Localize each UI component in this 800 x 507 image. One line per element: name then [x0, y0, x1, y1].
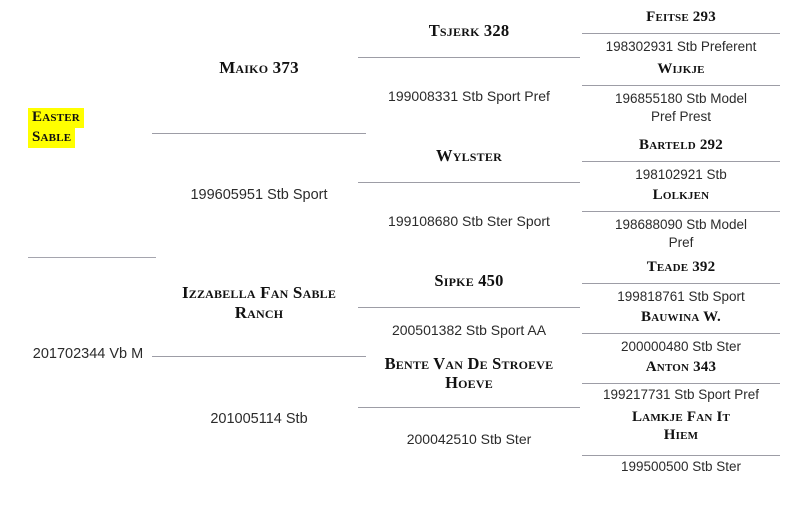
- rule-gen3-8: [582, 455, 780, 456]
- rule-gen3-5: [582, 283, 780, 284]
- gen1-sire-registration: 199605951 Stb Sport: [152, 186, 366, 204]
- gen2-dam-dam-name: Bente van de Stroeve Hoeve: [358, 354, 580, 393]
- gen1-sire-name: Maiko 373: [152, 58, 366, 78]
- node-registration: 201702344 Vb M: [32, 346, 144, 362]
- gen3-sd-dam-name: Lolkjen: [582, 186, 780, 204]
- node-registration: 200042510 Stb Ster: [406, 431, 532, 447]
- node-registration: 198102921 Stb: [635, 167, 727, 182]
- node-registration: 199217731 Stb Sport Pref: [602, 387, 760, 402]
- node-registration: 199108680 Stb Ster Sport: [388, 213, 550, 229]
- node-registration-line1: 198688090 Stb Model: [614, 217, 748, 232]
- gen2-dam-dam-registration: 200042510 Stb Ster: [358, 431, 580, 449]
- gen2-dam-sire-name: Sipke 450: [358, 271, 580, 291]
- gen3-sd-sire-registration: 198102921 Stb: [582, 166, 780, 184]
- node-name: Maiko 373: [219, 58, 299, 77]
- subject-name-highlight-line2: Sable: [28, 127, 76, 148]
- node-name: Sipke 450: [434, 271, 504, 290]
- rule-gen1-2: [152, 356, 366, 357]
- subject-name: Easter Sable: [28, 108, 156, 148]
- gen3-dd-sire-registration: 199217731 Stb Sport Pref: [582, 386, 780, 404]
- gen3-ds-dam-name: Bauwina W.: [582, 308, 780, 326]
- node-registration-line1: 196855180 Stb Model: [614, 91, 748, 106]
- node-name: Wylster: [436, 146, 502, 165]
- rule-subject: [28, 257, 156, 258]
- rule-gen3-7: [582, 383, 780, 384]
- rule-gen3-6: [582, 333, 780, 334]
- node-name: Teade 392: [646, 259, 716, 275]
- gen3-sd-dam-registration: 198688090 Stb Model Pref: [582, 216, 780, 252]
- subject-registration: 201702344 Vb M: [18, 345, 158, 363]
- gen3-ds-sire-name: Teade 392: [582, 258, 780, 276]
- node-name: Lolkjen: [652, 187, 710, 203]
- rule-gen1-1: [152, 133, 366, 134]
- node-name: Feitse 293: [646, 9, 716, 25]
- gen2-dam-sire-registration: 200501382 Stb Sport AA: [358, 322, 580, 340]
- gen3-dd-sire-name: Anton 343: [582, 358, 780, 376]
- rule-gen3-3: [582, 161, 780, 162]
- node-name: Wijkje: [657, 61, 705, 77]
- node-registration: 199605951 Stb Sport: [190, 187, 328, 203]
- node-name-line2: Hoeve: [445, 373, 493, 392]
- node-name: Bauwina W.: [641, 309, 721, 325]
- node-name-line1: Lamkje fan it: [631, 409, 731, 425]
- node-name-line1: Izzabella fan Sable: [181, 283, 337, 302]
- node-name-line2: Ranch: [234, 303, 284, 322]
- gen2-sire-dam-registration: 199108680 Stb Ster Sport: [358, 213, 580, 231]
- rule-gen2-4: [358, 407, 580, 408]
- gen3-ss-sire-registration: 198302931 Stb Preferent: [582, 38, 780, 56]
- node-registration: 199818761 Stb Sport: [617, 289, 745, 304]
- rule-gen2-1: [358, 57, 580, 58]
- node-registration-line2: Pref Prest: [650, 109, 712, 124]
- node-registration: 199500500 Stb Ster: [620, 459, 742, 474]
- gen3-dd-dam-name: Lamkje fan it Hiem: [582, 408, 780, 444]
- gen2-sire-sire-registration: 199008331 Stb Sport Pref: [358, 88, 580, 106]
- node-registration-line2: Pref: [668, 235, 694, 250]
- rule-gen2-2: [358, 182, 580, 183]
- subject-name-highlight-line1: Easter: [28, 108, 84, 128]
- gen3-ds-dam-registration: 200000480 Stb Ster: [582, 338, 780, 356]
- rule-gen2-3: [358, 307, 580, 308]
- node-name-line2: Hiem: [663, 427, 699, 443]
- node-name: Tsjerk 328: [428, 21, 510, 40]
- node-registration: 201005114 Stb: [210, 411, 308, 427]
- gen3-sd-sire-name: Barteld 292: [582, 136, 780, 154]
- gen2-sire-sire-name: Tsjerk 328: [358, 21, 580, 41]
- gen3-ds-sire-registration: 199818761 Stb Sport: [582, 288, 780, 306]
- node-name: Anton 343: [645, 359, 717, 375]
- node-registration: 200000480 Stb Ster: [620, 339, 742, 354]
- rule-gen3-2: [582, 85, 780, 86]
- gen1-dam-name: Izzabella fan Sable Ranch: [152, 283, 366, 323]
- gen1-dam-registration: 201005114 Stb: [152, 410, 366, 428]
- node-registration: 198302931 Stb Preferent: [605, 39, 757, 54]
- rule-gen3-4: [582, 211, 780, 212]
- node-name: Barteld 292: [639, 137, 723, 153]
- node-registration: 200501382 Stb Sport AA: [391, 322, 547, 338]
- gen2-sire-dam-name: Wylster: [358, 146, 580, 166]
- rule-gen3-1: [582, 33, 780, 34]
- gen3-dd-dam-registration: 199500500 Stb Ster: [582, 458, 780, 476]
- gen3-ss-dam-name: Wijkje: [582, 60, 780, 78]
- node-name-line1: Bente van de Stroeve: [384, 354, 554, 373]
- gen3-ss-sire-name: Feitse 293: [582, 8, 780, 26]
- node-registration: 199008331 Stb Sport Pref: [388, 88, 550, 104]
- gen3-ss-dam-registration: 196855180 Stb Model Pref Prest: [582, 90, 780, 126]
